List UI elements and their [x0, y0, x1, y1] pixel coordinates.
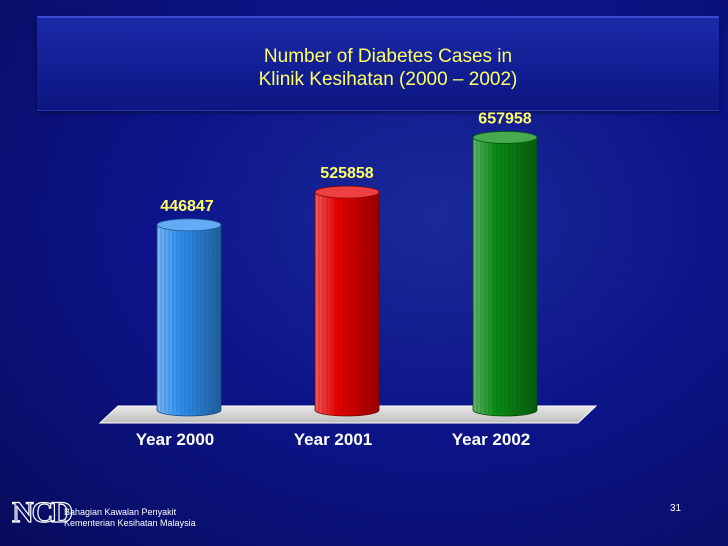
data-label: 657958: [478, 110, 531, 127]
slide-title-line2: Klinik Kesihatan (2000 – 2002): [258, 69, 518, 90]
bar-top: [314, 185, 380, 199]
x-tick-label: Year 2000: [136, 430, 214, 449]
bar-top: [472, 131, 538, 144]
title-bar: Number of Diabetes Cases in Klinik Kesih…: [37, 16, 719, 111]
data-label: 446847: [160, 198, 213, 215]
x-tick-label: Year 2001: [294, 430, 372, 449]
x-tick-label: Year 2002: [452, 430, 530, 449]
department-line2: Kementerian Kesihatan Malaysia: [64, 518, 196, 528]
data-label: 525858: [320, 165, 373, 182]
slide-title-line1: Number of Diabetes Cases in: [263, 46, 513, 67]
ncd-logo: NCD: [11, 496, 73, 529]
bar-top: [156, 218, 222, 232]
bar-3: [472, 131, 538, 417]
department-line1: Bahagian Kawalan Penyakit: [64, 507, 177, 517]
bar-2: [314, 185, 380, 417]
bar-1: [156, 218, 222, 417]
page-number: 31: [670, 503, 682, 514]
